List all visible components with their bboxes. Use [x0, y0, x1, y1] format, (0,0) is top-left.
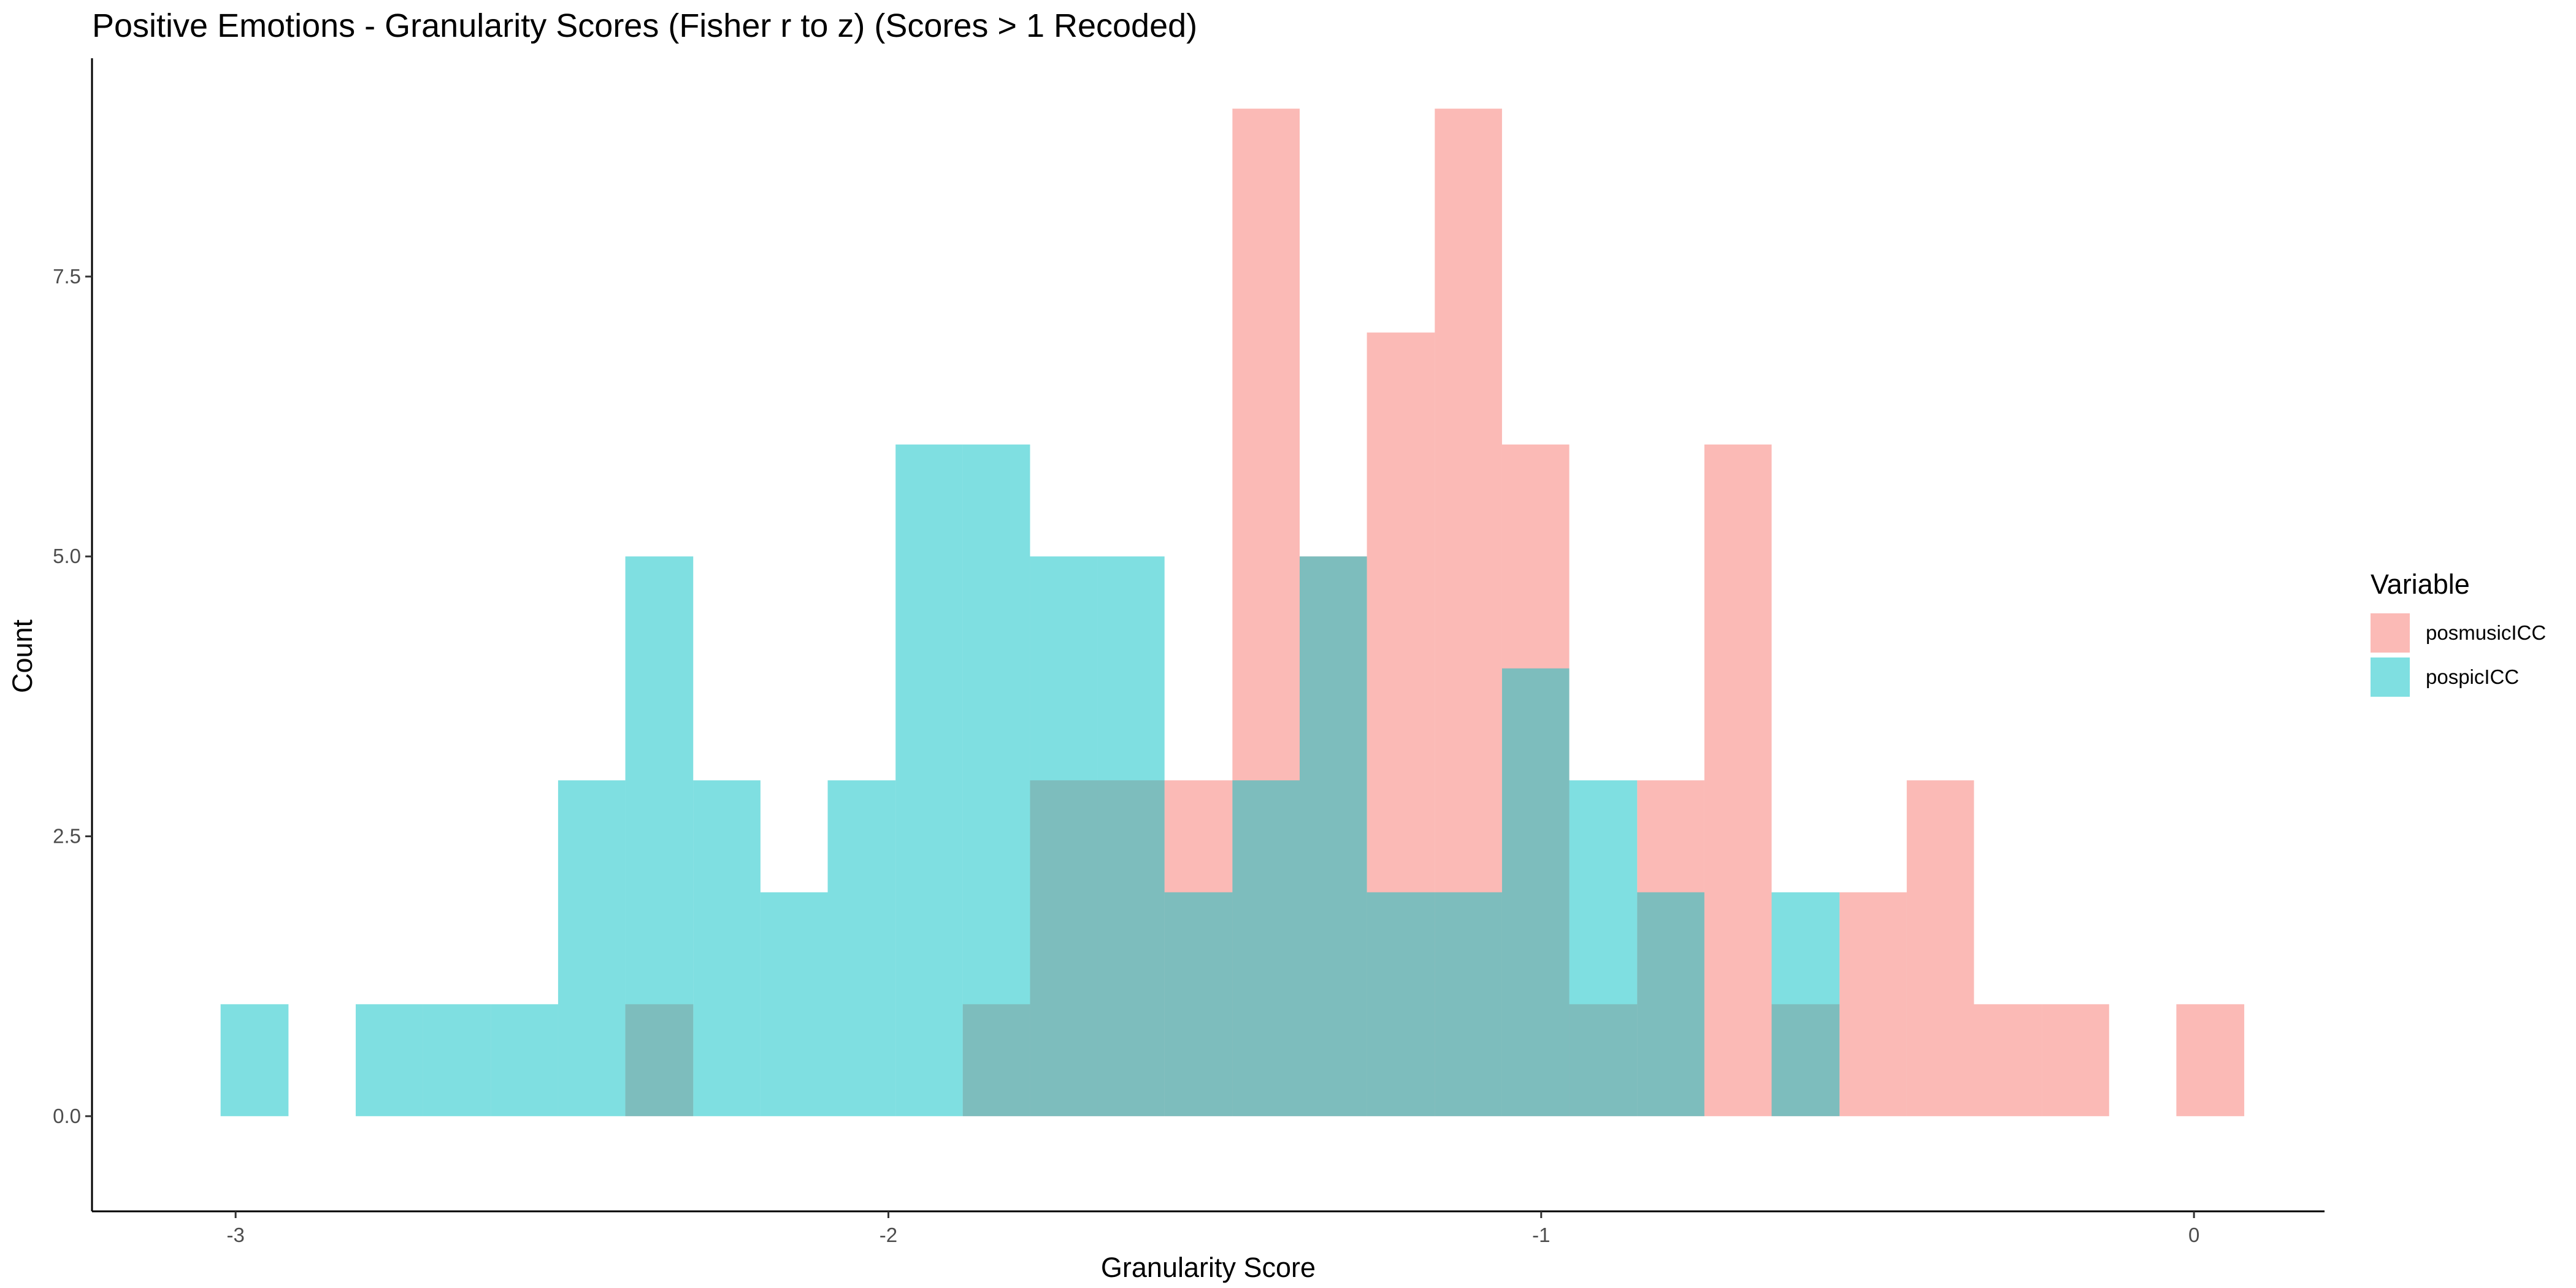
bar-posmusicICC-16	[1974, 1004, 2042, 1116]
bar-pospicICC-20	[1637, 892, 1704, 1116]
bar-pospicICC-0	[220, 1004, 289, 1116]
bar-pospicICC-5	[625, 556, 694, 1116]
legend-label-pospicICC: pospicICC	[2426, 665, 2519, 688]
chart-title: Positive Emotions - Granularity Scores (…	[92, 7, 1197, 44]
x-tick-label: -2	[880, 1224, 897, 1246]
bar-pospicICC-15	[1300, 556, 1367, 1116]
x-axis-title: Granularity Score	[1101, 1252, 1316, 1283]
bar-pospicICC-17	[1435, 892, 1502, 1116]
bar-posmusicICC-14	[1839, 892, 1907, 1116]
bar-posmusicICC-12	[1704, 444, 1772, 1116]
y-tick-label: 2.5	[53, 825, 81, 848]
bar-pospicICC-7	[760, 892, 828, 1116]
y-tick-label: 5.0	[53, 545, 81, 567]
bar-pospicICC-14	[1232, 780, 1300, 1116]
legend-key-pospicICC	[2371, 657, 2410, 697]
bar-posmusicICC-15	[1906, 780, 1974, 1116]
series-pospicICC	[220, 444, 1840, 1116]
bar-pospicICC-1	[355, 1004, 423, 1116]
y-axis-title: Count	[7, 619, 38, 693]
bar-posmusicICC-18	[2176, 1004, 2245, 1116]
bar-pospicICC-4	[558, 780, 626, 1116]
bar-pospicICC-3	[491, 1004, 558, 1116]
legend-label-posmusicICC: posmusicICC	[2426, 621, 2546, 644]
bar-pospicICC-19	[1569, 780, 1638, 1116]
bar-pospicICC-8	[827, 780, 896, 1116]
bars-layer	[220, 109, 2245, 1116]
bar-pospicICC-2	[423, 1004, 491, 1116]
bar-pospicICC-11	[1030, 556, 1098, 1116]
x-tick-label: -3	[226, 1224, 244, 1246]
y-tick-label: 0.0	[53, 1105, 81, 1127]
x-tick-label: 0	[2188, 1224, 2199, 1246]
bar-pospicICC-10	[962, 444, 1030, 1116]
bar-pospicICC-16	[1367, 892, 1435, 1116]
bar-pospicICC-9	[895, 444, 963, 1116]
bar-pospicICC-6	[693, 780, 761, 1116]
bar-posmusicICC-17	[2042, 1004, 2109, 1116]
bar-pospicICC-18	[1501, 668, 1570, 1116]
legend-title: Variable	[2371, 569, 2470, 600]
bar-pospicICC-13	[1164, 892, 1233, 1116]
bar-pospicICC-12	[1097, 556, 1165, 1116]
legend: Variable posmusicICC pospicICC	[2371, 569, 2546, 697]
x-tick-label: -1	[1532, 1224, 1550, 1246]
axes-layer: 0.0 2.5 5.0 7.5 -3 -2 -1 0	[53, 58, 2325, 1246]
legend-key-posmusicICC	[2371, 613, 2410, 653]
bar-pospicICC-21	[1771, 892, 1840, 1116]
y-tick-label: 7.5	[53, 265, 81, 288]
